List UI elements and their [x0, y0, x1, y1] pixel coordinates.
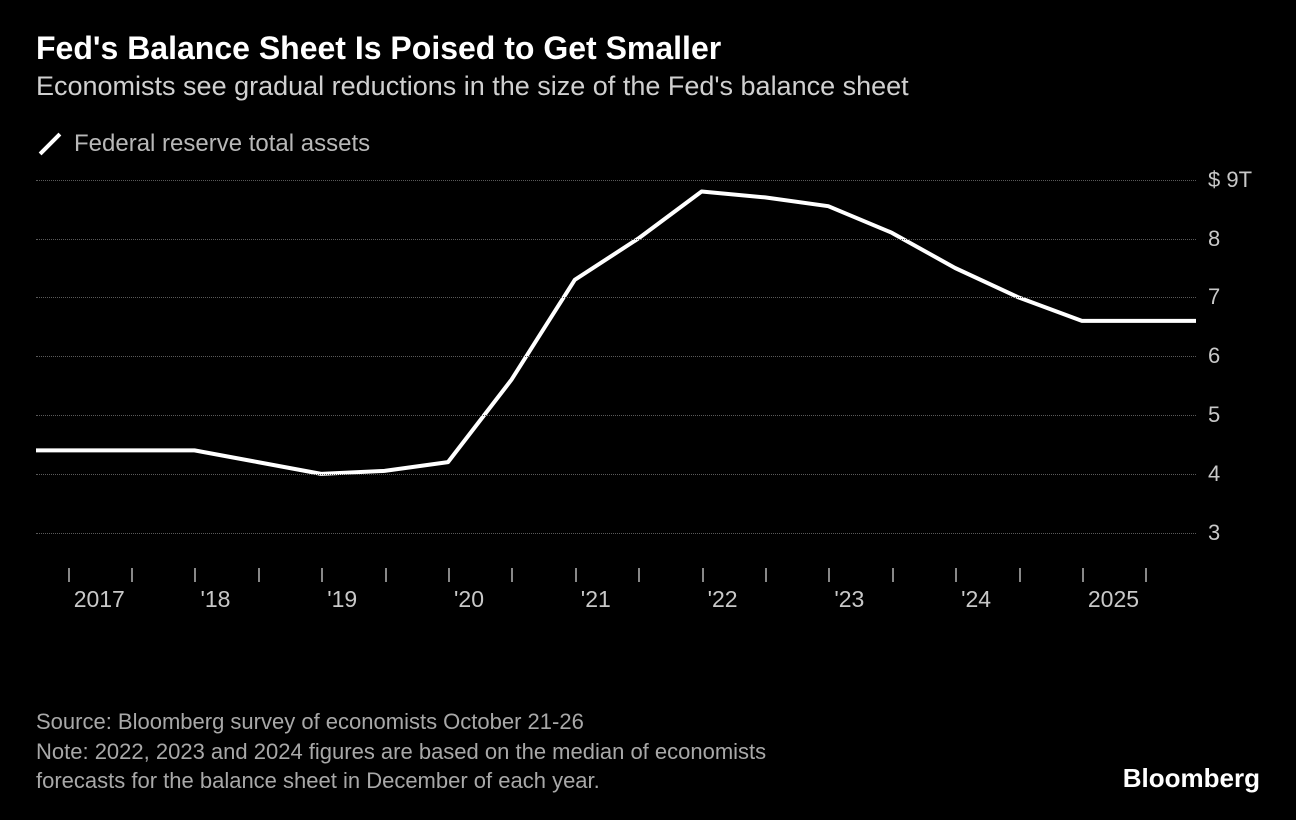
gridline	[36, 297, 1196, 298]
x-tick-minor	[385, 568, 387, 582]
y-axis-label: 6	[1208, 343, 1220, 369]
x-axis-label: 2017	[74, 586, 125, 613]
brand-label: Bloomberg	[1123, 763, 1260, 794]
x-axis-label: '23	[834, 586, 864, 613]
chart-title: Fed's Balance Sheet Is Poised to Get Sma…	[36, 30, 1260, 67]
x-tick	[955, 568, 957, 582]
x-tick	[68, 568, 70, 582]
x-tick	[321, 568, 323, 582]
x-tick	[575, 568, 577, 582]
line-series	[36, 168, 1196, 568]
x-axis-label: '20	[454, 586, 484, 613]
x-tick-minor	[1019, 568, 1021, 582]
y-axis-label: 5	[1208, 402, 1220, 428]
chart-area: 2017'18'19'20'21'22'23'242025 345678$ 9T	[36, 168, 1260, 598]
x-tick-minor	[131, 568, 133, 582]
x-tick	[702, 568, 704, 582]
gridline	[36, 239, 1196, 240]
gridline	[36, 474, 1196, 475]
x-tick	[828, 568, 830, 582]
x-axis-label: '24	[961, 586, 991, 613]
data-line	[36, 192, 1196, 474]
y-axis-label: 4	[1208, 461, 1220, 487]
note-text-line1: Note: 2022, 2023 and 2024 figures are ba…	[36, 737, 1260, 767]
x-axis-label: '19	[327, 586, 357, 613]
plot-region	[36, 168, 1196, 568]
gridline	[36, 533, 1196, 534]
x-axis-label: '18	[200, 586, 230, 613]
x-tick-minor	[638, 568, 640, 582]
note-text-line2: forecasts for the balance sheet in Decem…	[36, 766, 1260, 796]
y-axis-label: 3	[1208, 520, 1220, 546]
x-tick	[194, 568, 196, 582]
x-tick	[448, 568, 450, 582]
x-axis-label: 2025	[1088, 586, 1139, 613]
legend: Federal reserve total assets	[36, 130, 1260, 158]
gridline	[36, 180, 1196, 181]
source-text: Source: Bloomberg survey of economists O…	[36, 707, 1260, 737]
gridline	[36, 356, 1196, 357]
y-axis-label: $ 9T	[1208, 167, 1252, 193]
chart-container: Fed's Balance Sheet Is Poised to Get Sma…	[0, 0, 1296, 820]
x-axis: 2017 '18 '19 '20 '21 '22 '23 '24 2025	[36, 568, 1196, 628]
x-tick-minor	[892, 568, 894, 582]
y-axis-label: 8	[1208, 226, 1220, 252]
x-tick-minor	[1145, 568, 1147, 582]
chart-footer: Source: Bloomberg survey of economists O…	[36, 707, 1260, 796]
x-axis-label: '21	[581, 586, 611, 613]
legend-label: Federal reserve total assets	[74, 130, 370, 158]
x-tick-minor	[511, 568, 513, 582]
legend-line-icon	[39, 133, 62, 156]
x-tick-minor	[765, 568, 767, 582]
x-tick-minor	[258, 568, 260, 582]
y-axis-label: 7	[1208, 284, 1220, 310]
gridline	[36, 415, 1196, 416]
chart-subtitle: Economists see gradual reductions in the…	[36, 71, 1260, 102]
x-axis-label: '22	[708, 586, 738, 613]
x-tick	[1082, 568, 1084, 582]
